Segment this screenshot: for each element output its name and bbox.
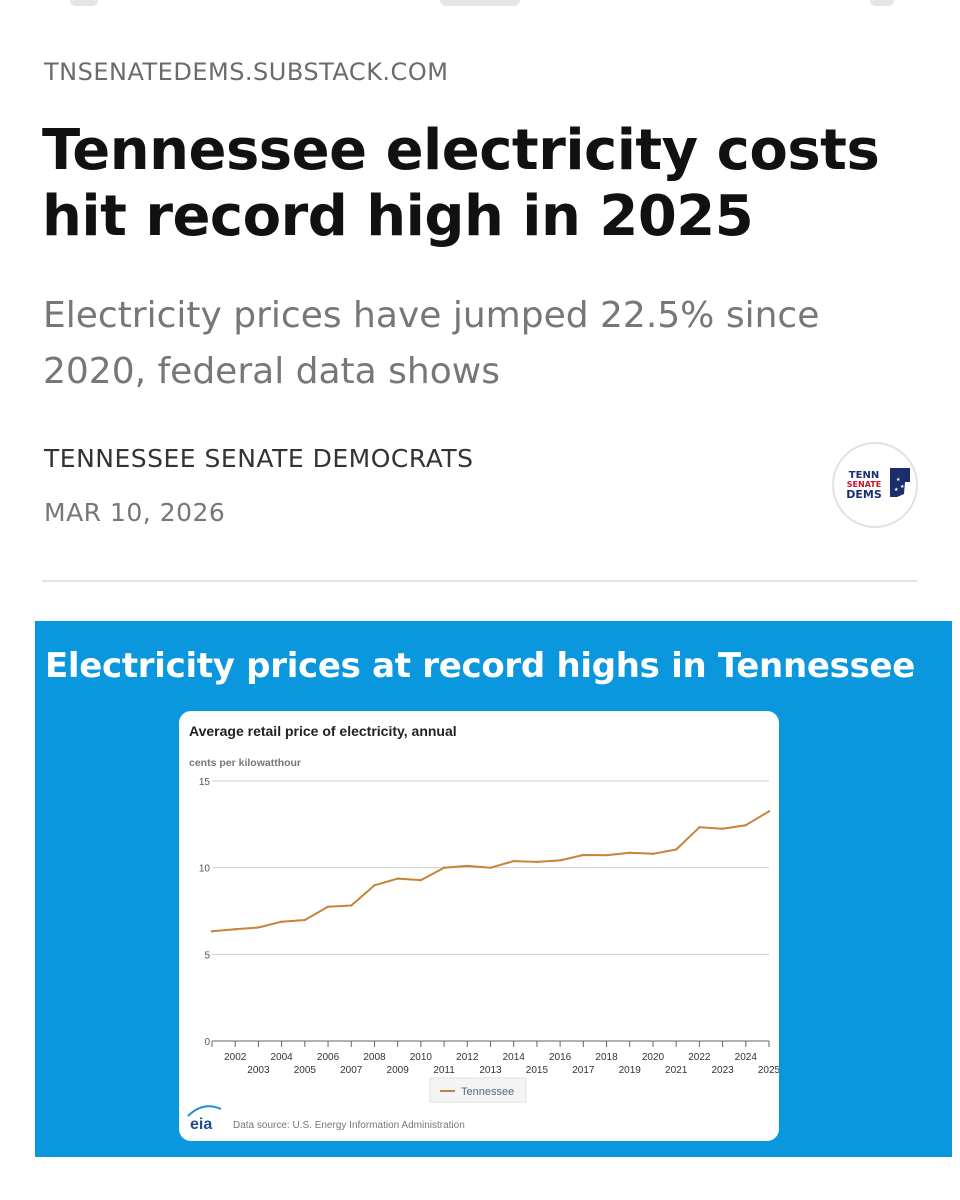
top-strip-fragment <box>70 0 98 6</box>
eia-logo-arc <box>187 1105 222 1117</box>
publish-date: MAR 10, 2026 <box>44 498 226 527</box>
y-tick-label: 10 <box>199 864 211 875</box>
eia-logo[interactable]: eia <box>187 1105 222 1133</box>
data-point <box>442 866 446 869</box>
data-point <box>350 904 353 907</box>
x-tick-label: 2009 <box>387 1065 410 1076</box>
x-tick-label: 2003 <box>247 1065 270 1076</box>
article-title: Tennessee electricity costs hit record h… <box>42 118 880 249</box>
x-tick-label: 2024 <box>735 1052 758 1063</box>
data-point <box>326 905 330 908</box>
x-tick-label: 2015 <box>526 1065 549 1076</box>
section-divider <box>42 580 917 582</box>
x-tick-label: 2007 <box>340 1065 363 1076</box>
x-tick-label: 2011 <box>433 1065 455 1076</box>
data-point <box>558 859 562 862</box>
tennessee-shape <box>890 468 910 497</box>
data-source-note: Data source: U.S. Energy Information Adm… <box>233 1120 465 1131</box>
y-axis-label: cents per kilowatthour <box>189 757 301 769</box>
data-point <box>674 848 678 851</box>
data-point <box>489 866 492 869</box>
author-avatar[interactable]: ★ ★ ★ TENN SENATE DEMS <box>832 442 918 528</box>
series-line-tennessee <box>211 810 770 933</box>
x-tick-label: 2006 <box>317 1052 340 1063</box>
data-point <box>257 926 260 929</box>
logo-star: ★ <box>900 484 905 490</box>
y-tick-label: 0 <box>204 1037 210 1048</box>
data-point <box>373 884 376 887</box>
x-tick-label: 2012 <box>456 1052 479 1063</box>
data-point <box>744 824 747 827</box>
data-point <box>280 920 283 923</box>
data-point <box>303 918 307 922</box>
author-name[interactable]: TENNESSEE SENATE DEMOCRATS <box>44 444 474 473</box>
top-strip-fragment <box>870 0 894 6</box>
x-tick-label: 2020 <box>642 1052 665 1063</box>
x-tick-label: 2005 <box>294 1065 317 1076</box>
x-tick-label: 2008 <box>363 1052 386 1063</box>
data-point <box>234 928 237 931</box>
y-tick-label: 5 <box>204 950 210 961</box>
data-point <box>605 853 608 857</box>
data-point <box>582 853 585 857</box>
article-subtitle: Electricity prices have jumped 22.5% sin… <box>43 295 820 392</box>
chart-title: Average retail price of electricity, ann… <box>189 723 457 739</box>
data-point <box>721 827 724 830</box>
y-tick-label: 15 <box>199 777 211 788</box>
data-point <box>698 826 701 829</box>
x-tick-label: 2017 <box>572 1065 595 1076</box>
x-tick-label: 2016 <box>549 1052 572 1063</box>
x-tick-label: 2002 <box>224 1052 247 1063</box>
logo-star: ★ <box>894 487 899 493</box>
tenn-senate-dems-logo: ★ ★ ★ TENN SENATE DEMS <box>846 468 910 501</box>
data-point <box>396 877 399 880</box>
logo-star: ★ <box>896 477 901 483</box>
logo-line-3: DEMS <box>846 488 882 501</box>
data-point <box>419 878 423 882</box>
top-status-strip <box>0 0 960 10</box>
x-tick-label: 2021 <box>665 1065 688 1076</box>
chart-legend[interactable]: Tennessee <box>429 1077 527 1103</box>
data-point <box>210 930 214 933</box>
publication-source[interactable]: TNSENATEDEMS.SUBSTACK.COM <box>44 58 449 86</box>
x-tick-label: 2022 <box>688 1052 711 1063</box>
x-tick-label: 2019 <box>619 1065 642 1076</box>
x-tick-label: 2004 <box>271 1052 294 1063</box>
data-point <box>651 852 655 855</box>
eia-logo-text: eia <box>190 1116 212 1133</box>
x-tick-label: 2023 <box>711 1065 734 1076</box>
logo-line-2: SENATE <box>847 480 881 489</box>
data-point <box>628 851 631 854</box>
data-point <box>512 859 515 863</box>
x-tick-label: 2010 <box>410 1052 433 1063</box>
x-tick-label: 2014 <box>503 1052 526 1063</box>
infographic-title: Electricity prices at record highs in Te… <box>44 646 916 686</box>
chart-card: Average retail price of electricity, ann… <box>179 711 779 1141</box>
data-point <box>767 810 771 813</box>
x-tick-label: 2013 <box>479 1065 502 1076</box>
x-tick-label: 2025 <box>758 1065 779 1076</box>
x-tick-label: 2018 <box>595 1052 618 1063</box>
data-point <box>466 864 469 868</box>
top-strip-handle[interactable] <box>440 0 520 6</box>
line-chart: Average retail price of electricity, ann… <box>187 723 779 1133</box>
data-point <box>535 860 539 864</box>
logo-line-1: TENN <box>849 470 879 481</box>
legend-label: Tennessee <box>461 1086 514 1098</box>
